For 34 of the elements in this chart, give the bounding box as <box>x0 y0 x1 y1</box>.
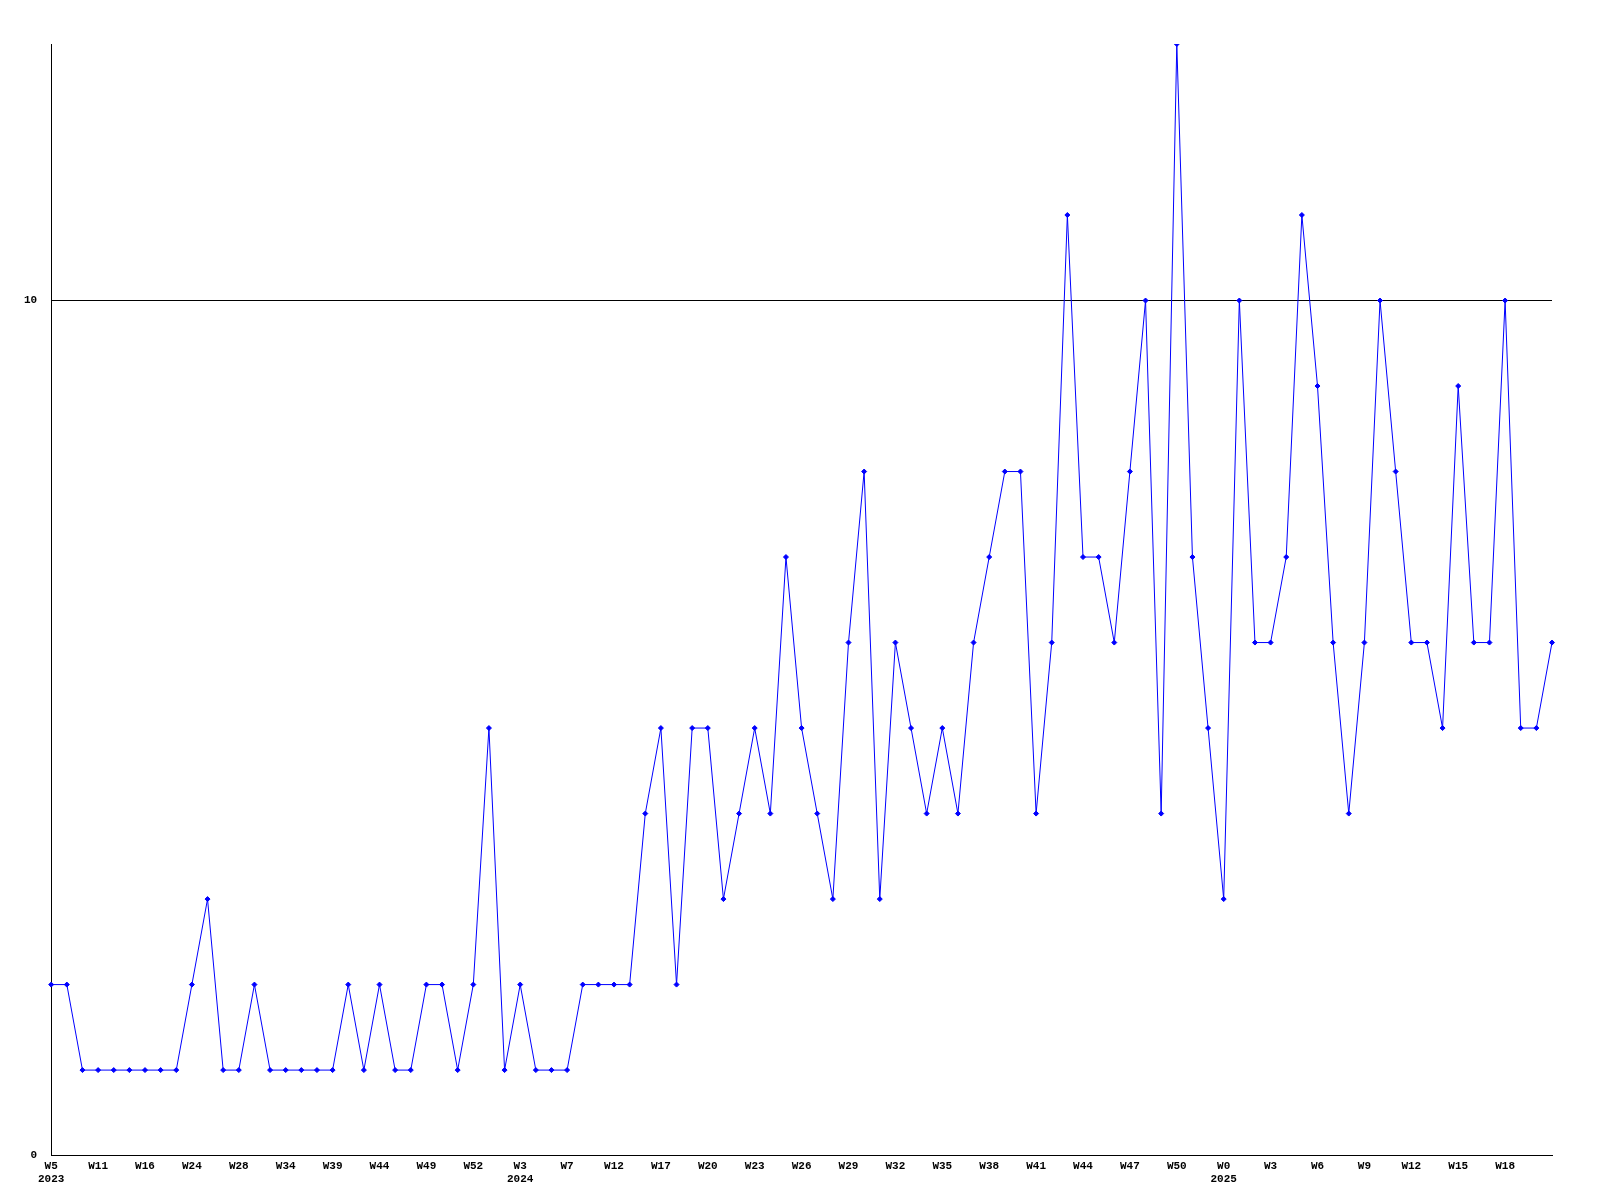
x-tick-label: W26 <box>791 1159 812 1172</box>
x-tick-label: W20 <box>697 1159 718 1172</box>
y-tick-label: 0 <box>30 1149 38 1162</box>
x-tick-label: W50 <box>1166 1159 1187 1172</box>
x-tick-label: W12 <box>604 1159 624 1172</box>
x-tick-label: W5 2023 <box>38 1159 65 1186</box>
y-tick-label: 10 <box>24 294 38 307</box>
x-tick-label: W38 <box>979 1159 1000 1172</box>
x-tick-label: W41 <box>1026 1159 1047 1172</box>
x-tick-label: W12 <box>1401 1159 1422 1172</box>
x-tick-label: W18 <box>1495 1159 1516 1172</box>
x-tick-label: W9 <box>1357 1159 1371 1172</box>
x-tick-label: W16 <box>135 1159 155 1172</box>
x-tick-label: W32 <box>885 1159 906 1172</box>
x-tick-label: W11 <box>88 1159 109 1172</box>
x-tick-label: W17 <box>650 1159 671 1172</box>
x-tick-label: W44 <box>369 1159 390 1172</box>
x-tick-label: W28 <box>228 1159 250 1172</box>
x-tick-label: W24 <box>182 1159 203 1172</box>
x-tick-label: W6 <box>1310 1159 1325 1172</box>
x-tick-label: W39 <box>322 1159 343 1172</box>
x-tick-label: W3 <box>1264 1159 1278 1172</box>
x-tick-label: W7 <box>560 1159 574 1172</box>
x-tick-label: W0 2025 <box>1210 1159 1238 1186</box>
x-tick-label: W47 <box>1119 1159 1140 1172</box>
x-tick-label: W3 2024 <box>507 1159 534 1186</box>
x-tick-label: W52 <box>463 1159 484 1172</box>
x-tick-label: W34 <box>275 1159 296 1172</box>
x-tick-label: W44 <box>1073 1159 1094 1172</box>
x-tick-label: W29 <box>838 1159 859 1172</box>
x-tick-label: W23 <box>744 1159 765 1172</box>
x-tick-label: W35 <box>932 1159 953 1172</box>
x-tick-label: W15 <box>1448 1159 1469 1172</box>
x-tick-label: W49 <box>416 1159 437 1172</box>
